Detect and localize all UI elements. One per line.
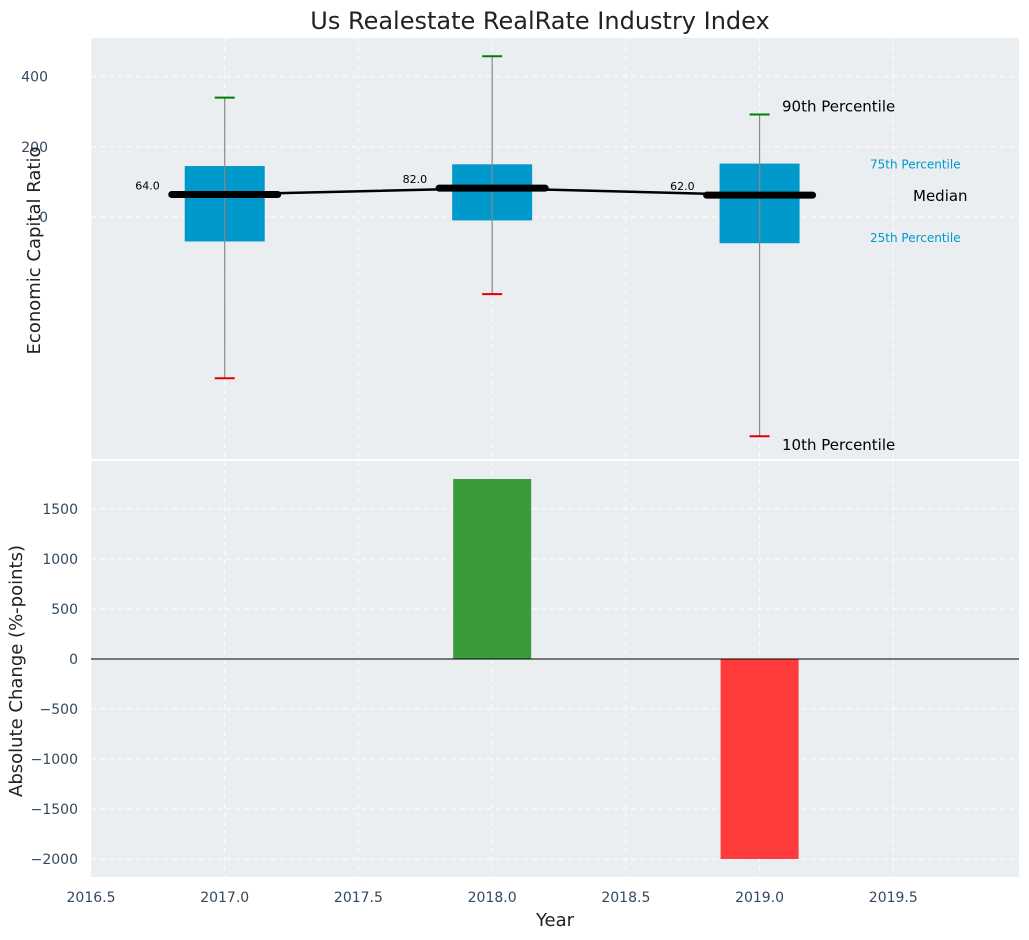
- top-panel-background: [91, 38, 1019, 459]
- x-tick-label: 2019.0: [735, 890, 784, 906]
- bottom-y-axis-title: Absolute Change (%-points): [6, 545, 27, 797]
- bottom-y-tick-label: −2000: [31, 852, 78, 868]
- legend-median: Median: [913, 187, 968, 205]
- positive-change-bar: [453, 479, 532, 659]
- x-axis-title: Year: [535, 910, 575, 931]
- bottom-y-tick-label: −500: [40, 702, 78, 718]
- top-y-tick-label: 400: [21, 70, 48, 86]
- x-tick-label: 2018.0: [468, 890, 517, 906]
- x-tick-label: 2018.5: [601, 890, 650, 906]
- bottom-y-tick-label: −1000: [31, 752, 78, 768]
- top-y-axis-title: Economic Capital Ratio: [24, 147, 45, 355]
- bottom-y-ticks: 1500 1000 500 0 −500 −1000 −1500 −2000: [31, 502, 78, 868]
- negative-change-bar: [720, 659, 799, 859]
- percentile-legend: 90th Percentile 75th Percentile Median 2…: [782, 97, 968, 454]
- bottom-y-tick-label: 500: [51, 602, 78, 618]
- median-value-label: 64.0: [135, 179, 160, 192]
- bottom-y-tick-label: 1000: [42, 552, 78, 568]
- legend-90th-percentile: 90th Percentile: [782, 97, 895, 115]
- bottom-y-tick-label: −1500: [31, 802, 78, 818]
- legend-25th-percentile: 25th Percentile: [870, 231, 961, 245]
- x-ticks: 2016.5 2017.0 2017.5 2018.0 2018.5 2019.…: [67, 890, 918, 906]
- top-y-tick-label: 0: [39, 210, 48, 226]
- top-y-ticks: 400 200 0: [21, 70, 48, 226]
- top-y-tick-label: 200: [21, 140, 48, 156]
- x-tick-label: 2019.5: [869, 890, 918, 906]
- grid-layer: [90, 38, 1019, 877]
- bottom-y-tick-label: 0: [69, 652, 78, 668]
- legend-10th-percentile: 10th Percentile: [782, 436, 895, 454]
- bottom-y-tick-label: 1500: [42, 502, 78, 518]
- median-value-label: 62.0: [670, 180, 695, 193]
- legend-75th-percentile: 75th Percentile: [870, 158, 961, 172]
- x-tick-label: 2016.5: [67, 890, 116, 906]
- median-value-label: 82.0: [403, 173, 428, 186]
- chart-title: Us Realestate RealRate Industry Index: [310, 7, 769, 35]
- x-tick-label: 2017.5: [334, 890, 383, 906]
- marks-layer: [91, 55, 1019, 859]
- x-tick-label: 2017.0: [200, 890, 249, 906]
- bottom-panel-background: [91, 461, 1019, 877]
- median-labels: 64.0 82.0 62.0: [135, 173, 694, 193]
